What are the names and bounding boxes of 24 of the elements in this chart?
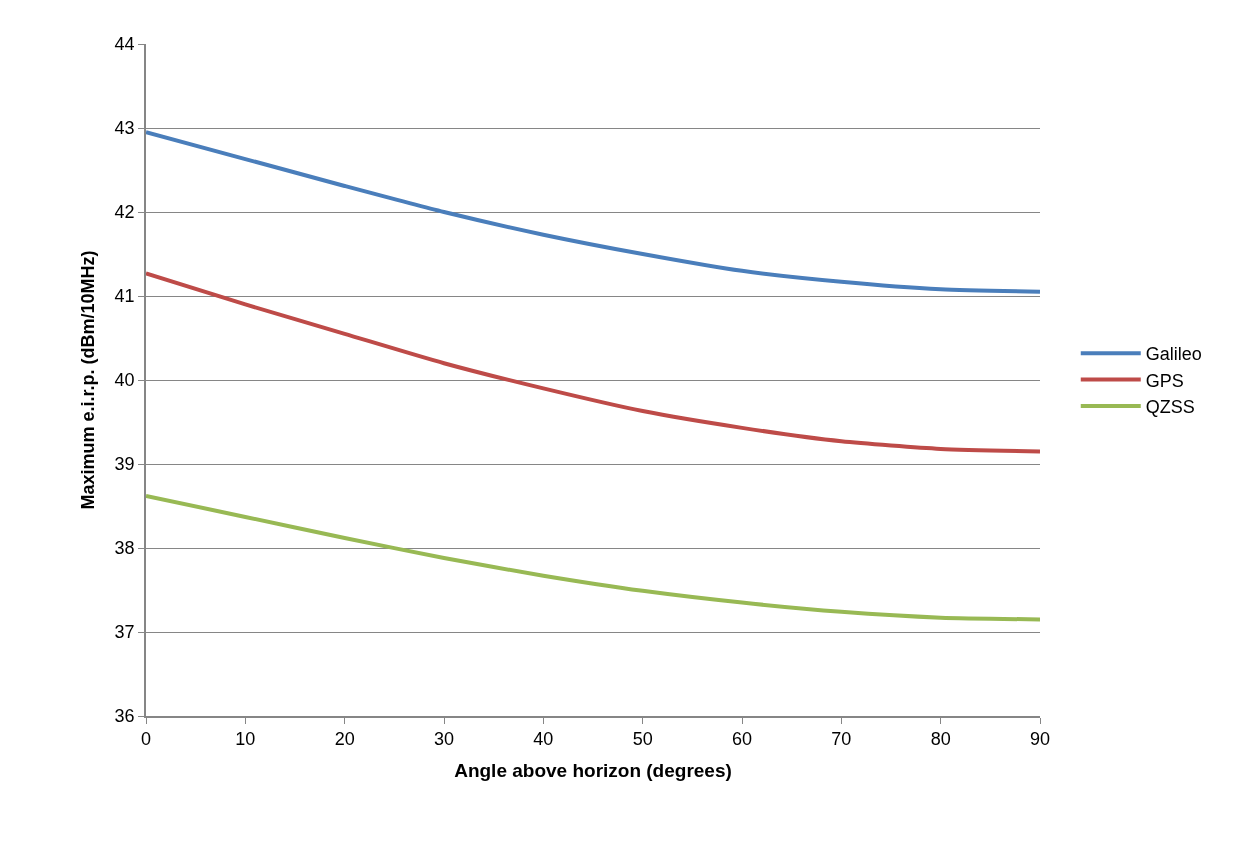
y-tick-label: 43 xyxy=(114,118,135,139)
x-tick-label: 40 xyxy=(533,729,554,750)
x-tick-label: 30 xyxy=(433,729,455,750)
x-tick-label: 60 xyxy=(731,729,753,750)
x-tick-label: 50 xyxy=(632,729,653,750)
legend-label: QZSS xyxy=(1145,397,1195,418)
y-tick-label: 37 xyxy=(114,622,135,643)
x-tick-label: 10 xyxy=(235,729,256,750)
legend-label: Galileo xyxy=(1145,344,1202,365)
y-tick-label: 44 xyxy=(114,34,135,55)
x-tick-label: 0 xyxy=(140,729,152,750)
x-tick-label: 90 xyxy=(1029,729,1051,750)
x-axis-title: Angle above horizon (degrees) xyxy=(454,759,732,781)
y-tick-label: 40 xyxy=(114,370,135,391)
y-tick-label: 39 xyxy=(114,454,135,475)
y-tick-label: 41 xyxy=(114,286,135,307)
y-axis-title: Maximum e.i.r.p. (dBm/10MHz) xyxy=(78,250,99,510)
x-tick-label: 20 xyxy=(334,729,355,750)
legend-label: GPS xyxy=(1145,370,1184,391)
y-tick-label: 36 xyxy=(114,706,135,727)
x-tick-label: 80 xyxy=(930,729,951,750)
y-tick-label: 42 xyxy=(114,202,135,223)
y-tick-label: 38 xyxy=(114,538,135,559)
x-tick-label: 70 xyxy=(831,729,852,750)
